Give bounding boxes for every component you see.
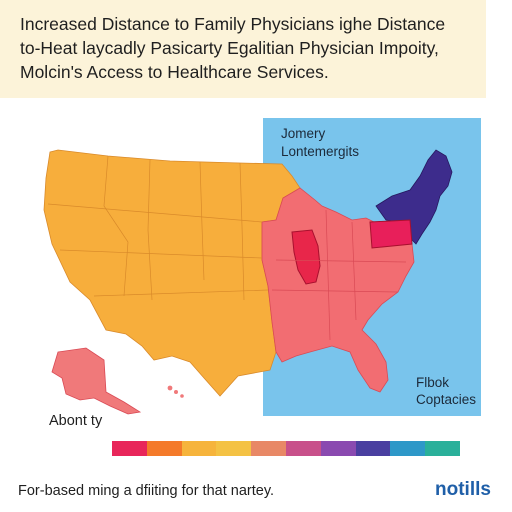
legend-swatch-5 xyxy=(251,441,286,456)
state-illinois xyxy=(291,229,321,285)
inset-label-top: Jomery Lontemergits xyxy=(281,125,359,161)
legend-swatch-2 xyxy=(146,441,182,456)
legend-swatch-6 xyxy=(285,441,321,456)
state-pennsylvania xyxy=(369,219,413,249)
legend-color-bar xyxy=(112,441,460,456)
inset-label-top-line-2: Lontemergits xyxy=(281,144,360,159)
legend-label: Abont ty xyxy=(49,413,103,429)
island-1 xyxy=(167,385,173,391)
island-2 xyxy=(174,390,178,394)
title-line-2: to-Heat laycadly Pasicarty Egalitian Phy… xyxy=(20,38,439,58)
legend-swatch-7 xyxy=(320,441,356,456)
legend-swatch-9 xyxy=(390,441,426,456)
inset-label-bottom-line-1: Flbok xyxy=(416,375,450,390)
west-state-borders xyxy=(47,155,269,301)
map-title: Increased Distance to Family Physicians … xyxy=(20,12,480,84)
legend-swatch-10 xyxy=(425,441,460,456)
inset-label-top-line-1: Jomery xyxy=(281,126,326,141)
legend-swatch-4 xyxy=(216,441,252,456)
legend-swatch-3 xyxy=(181,441,217,456)
legend-swatch-1 xyxy=(112,441,147,456)
title-panel: Increased Distance to Family Physicians … xyxy=(0,0,486,98)
southeast-state-borders xyxy=(271,209,407,341)
title-line-1: Increased Distance to Family Physicians … xyxy=(20,14,446,34)
inset-label-bottom-line-2: Coptacies xyxy=(416,392,477,407)
island-3 xyxy=(180,394,184,398)
legend-swatch-8 xyxy=(355,441,391,456)
footer-caption: For-based ming a dfiiting for that narte… xyxy=(18,483,275,499)
title-line-3: Molcin's Access to Healthcare Services. xyxy=(20,62,329,82)
brand-logo: notills xyxy=(435,479,491,500)
inset-label-bottom: Flbok Coptacies xyxy=(416,374,476,408)
state-alaska xyxy=(51,347,142,415)
